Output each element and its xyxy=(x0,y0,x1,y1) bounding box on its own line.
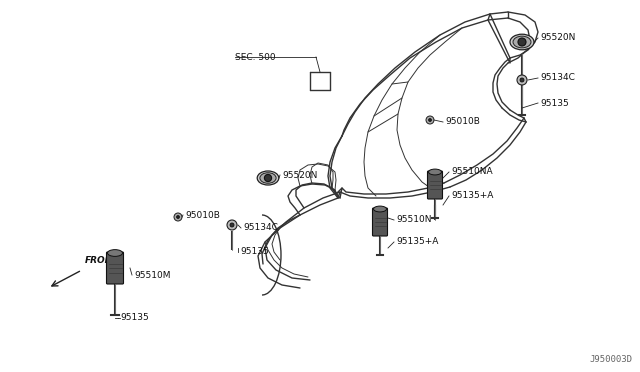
Text: 95134C: 95134C xyxy=(540,74,575,83)
Text: 95520N: 95520N xyxy=(540,33,575,42)
Text: 95135+A: 95135+A xyxy=(451,192,493,201)
Ellipse shape xyxy=(429,169,442,175)
Ellipse shape xyxy=(260,173,276,183)
Circle shape xyxy=(230,223,234,227)
Ellipse shape xyxy=(374,206,387,212)
Circle shape xyxy=(429,119,431,122)
Circle shape xyxy=(174,213,182,221)
Circle shape xyxy=(517,75,527,85)
Text: 95134C: 95134C xyxy=(243,224,278,232)
Circle shape xyxy=(227,220,237,230)
Circle shape xyxy=(520,78,524,82)
Text: 95010B: 95010B xyxy=(445,118,480,126)
Text: J950003D: J950003D xyxy=(589,355,632,364)
FancyBboxPatch shape xyxy=(428,171,442,199)
Text: 95135: 95135 xyxy=(120,314,148,323)
Text: FRONT: FRONT xyxy=(85,256,119,265)
Text: 95510N: 95510N xyxy=(396,215,431,224)
FancyBboxPatch shape xyxy=(106,252,124,284)
Circle shape xyxy=(518,38,526,46)
Ellipse shape xyxy=(257,171,279,185)
Ellipse shape xyxy=(108,250,122,256)
Text: 95135+A: 95135+A xyxy=(396,237,438,247)
Circle shape xyxy=(264,174,271,182)
Circle shape xyxy=(426,116,434,124)
Text: 95135: 95135 xyxy=(540,99,569,108)
Circle shape xyxy=(177,215,179,218)
Text: 95010B: 95010B xyxy=(185,211,220,219)
Text: 95510NA: 95510NA xyxy=(451,167,493,176)
Ellipse shape xyxy=(513,36,531,48)
FancyBboxPatch shape xyxy=(372,208,387,236)
Ellipse shape xyxy=(510,34,534,50)
Text: 95520N: 95520N xyxy=(282,170,317,180)
Text: SEC. 500: SEC. 500 xyxy=(235,52,276,61)
Text: 95135: 95135 xyxy=(240,247,269,257)
Text: 95510M: 95510M xyxy=(134,270,170,279)
